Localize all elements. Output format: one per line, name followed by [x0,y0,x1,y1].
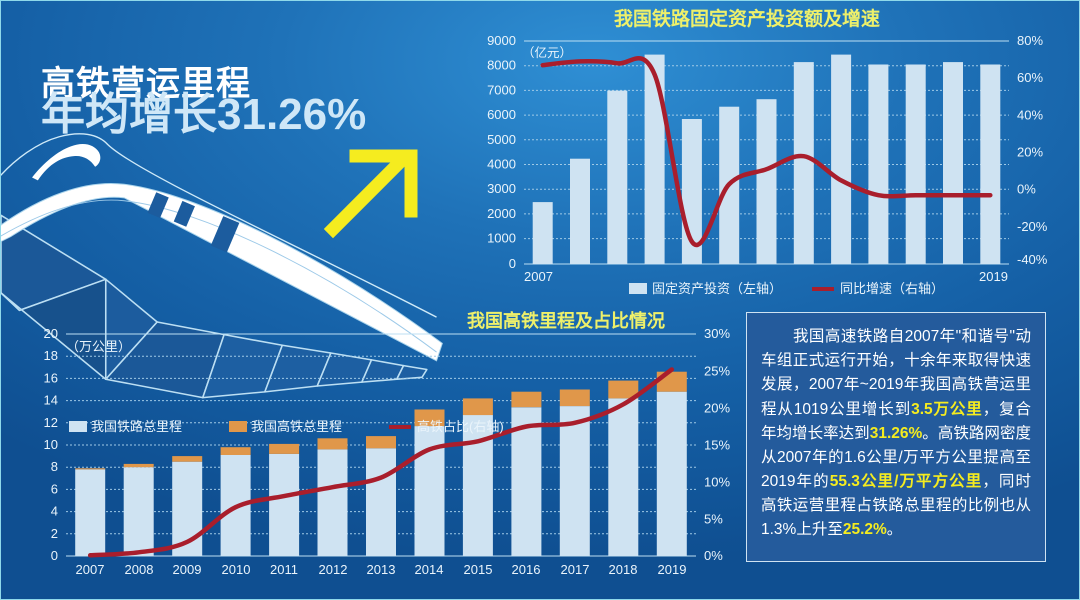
svg-text:2008: 2008 [125,562,154,577]
svg-text:2000: 2000 [487,206,516,221]
svg-text:7000: 7000 [487,82,516,97]
svg-text:6000: 6000 [487,107,516,122]
svg-text:14: 14 [44,393,58,408]
svg-text:80%: 80% [1017,33,1043,48]
svg-text:6: 6 [51,481,58,496]
svg-text:5000: 5000 [487,132,516,147]
svg-text:0: 0 [51,548,58,563]
svg-text:40%: 40% [1017,107,1043,122]
svg-text:0: 0 [509,256,516,271]
svg-text:2013: 2013 [367,562,396,577]
svg-text:25%: 25% [704,364,730,379]
svg-text:16: 16 [44,370,58,385]
svg-text:2010: 2010 [222,562,251,577]
svg-text:5%: 5% [704,512,723,527]
svg-text:-20%: -20% [1017,219,1048,234]
svg-text:0%: 0% [704,548,723,563]
svg-text:8: 8 [51,459,58,474]
svg-text:2019: 2019 [979,269,1008,284]
svg-text:20%: 20% [1017,145,1043,160]
svg-text:2009: 2009 [173,562,202,577]
svg-text:20: 20 [44,326,58,341]
svg-text:10: 10 [44,437,58,452]
svg-text:2019: 2019 [658,562,687,577]
svg-text:固定资产投资（左轴）: 固定资产投资（左轴） [652,281,782,296]
svg-text:12: 12 [44,415,58,430]
svg-text:2014: 2014 [415,562,444,577]
svg-text:4: 4 [51,504,58,519]
svg-text:2007: 2007 [524,269,553,284]
svg-text:20%: 20% [704,401,730,416]
svg-text:10%: 10% [704,475,730,490]
svg-text:60%: 60% [1017,70,1043,85]
svg-text:4000: 4000 [487,157,516,172]
svg-text:15%: 15% [704,438,730,453]
svg-text:我国高铁总里程: 我国高铁总里程 [251,419,342,434]
svg-text:2012: 2012 [319,562,348,577]
svg-text:8000: 8000 [487,58,516,73]
svg-text:2017: 2017 [561,562,590,577]
svg-text:同比增速（右轴）: 同比增速（右轴） [840,281,944,296]
svg-text:3000: 3000 [487,181,516,196]
svg-text:我国铁路总里程: 我国铁路总里程 [91,419,182,434]
svg-text:30%: 30% [704,326,730,341]
svg-text:-40%: -40% [1017,252,1048,267]
svg-text:2007: 2007 [76,562,105,577]
svg-text:2018: 2018 [609,562,638,577]
svg-text:（万公里）: （万公里） [66,339,131,354]
svg-text:9000: 9000 [487,33,516,48]
svg-text:2015: 2015 [464,562,493,577]
svg-text:2011: 2011 [270,562,298,577]
svg-text:2016: 2016 [512,562,541,577]
svg-text:2: 2 [51,526,58,541]
svg-text:18: 18 [44,348,58,363]
svg-text:0%: 0% [1017,182,1036,197]
svg-text:高铁占比(右轴): 高铁占比(右轴) [417,419,504,434]
svg-text:1000: 1000 [487,231,516,246]
svg-text:（亿元）: （亿元） [522,45,572,60]
